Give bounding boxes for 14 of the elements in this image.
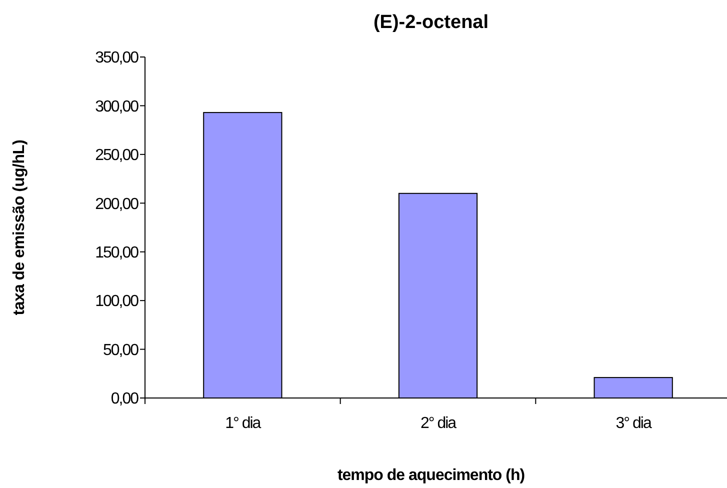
y-tick-label: 0,00 (110, 390, 140, 408)
y-tick-label: 200,00 (95, 196, 140, 213)
chart-title: (E)-2-octenal (373, 12, 489, 33)
y-tick-label: 300,00 (95, 98, 140, 116)
x-tick-label: 1° dia (225, 415, 262, 432)
x-tick-label: 3° dia (616, 415, 652, 432)
y-tick-label: 350,00 (95, 50, 140, 67)
x-tick-label: 2° dia (420, 415, 457, 432)
y-tick-label: 100,00 (95, 293, 140, 310)
y-tick-label: 250,00 (95, 147, 140, 164)
y-tick-label: 150,00 (95, 244, 140, 262)
y-axis-title: taxa de emissão (ug/hL) (11, 140, 28, 316)
y-tick-label: 50,00 (102, 342, 140, 359)
x-axis-title: tempo de aquecimento (h) (337, 467, 525, 484)
